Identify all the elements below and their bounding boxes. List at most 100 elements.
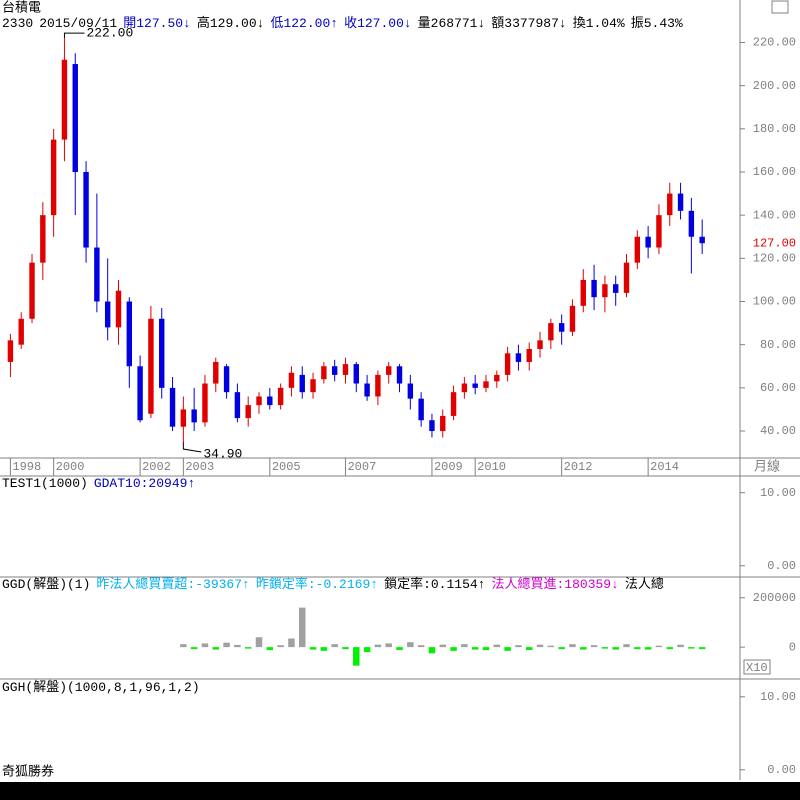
y-tick-label: 200.00 <box>753 79 796 93</box>
y-tick-label: 220.00 <box>753 36 796 50</box>
bar <box>677 644 684 648</box>
header-item: 高129.00↓ <box>197 15 265 31</box>
y-tick-label: 0.00 <box>767 559 796 573</box>
min-pointer <box>182 442 202 453</box>
candle-body <box>548 323 554 341</box>
y-tick-label: 120.00 <box>753 252 796 266</box>
bar <box>644 647 652 650</box>
candle-body <box>29 262 35 319</box>
candle-body <box>50 139 57 216</box>
bar <box>666 647 673 650</box>
footer: 奇狐勝券 <box>2 763 54 779</box>
header-item: 2330 <box>2 16 33 31</box>
bar <box>190 647 198 650</box>
candle-body <box>277 387 284 406</box>
candle-body <box>483 381 489 388</box>
candle-body <box>591 279 597 298</box>
candle-body <box>407 383 414 399</box>
header-item: GGD(解盤)(1) <box>2 577 90 592</box>
candle-body <box>234 392 241 419</box>
bar <box>590 645 598 648</box>
x-tick-label: 2010 <box>477 460 506 474</box>
panel-header: GGH(解盤)(1000,8,1,96,1,2) <box>2 680 200 695</box>
candle-body <box>213 361 219 384</box>
candle-body <box>461 383 468 393</box>
candle-body <box>623 262 630 293</box>
header-item: 量268771↓ <box>418 16 486 31</box>
y-tick-label: 80.00 <box>760 338 796 352</box>
status-bar <box>0 782 800 800</box>
candle-body <box>494 374 500 382</box>
candle-body <box>537 340 543 349</box>
bar <box>363 647 371 653</box>
candle-body <box>61 59 68 140</box>
candle-body <box>504 353 511 375</box>
header-item: 昨法人總買賣超:-39367↑ <box>96 576 249 592</box>
candle-body <box>126 301 133 367</box>
bar <box>407 642 414 648</box>
candle-body <box>375 374 381 397</box>
header-item: 法人總買進:180359↓ <box>491 576 618 592</box>
bar <box>353 647 360 666</box>
window-button[interactable] <box>771 0 789 14</box>
bar <box>417 645 425 648</box>
header-item: GGH(解盤)(1000,8,1,96,1,2) <box>2 680 200 695</box>
x-tick-label: 2009 <box>434 460 463 474</box>
candle-body <box>656 215 662 248</box>
header-item: 換1.04% <box>573 16 625 31</box>
bar <box>504 647 511 651</box>
candle-body <box>472 383 478 388</box>
x-tick-label: 1998 <box>12 460 41 474</box>
candle-body <box>612 284 619 293</box>
bar <box>482 647 490 651</box>
candle-body <box>396 366 403 384</box>
min-label: 34.90 <box>203 446 242 461</box>
bar <box>288 638 295 648</box>
y-tick-label: 100.00 <box>753 295 796 309</box>
bar <box>547 645 555 648</box>
bar <box>277 645 284 648</box>
candle-body <box>267 396 273 406</box>
bar <box>688 647 695 649</box>
bar <box>525 647 533 651</box>
bar <box>385 643 392 648</box>
candle-body <box>386 366 392 375</box>
candle-body <box>677 193 684 211</box>
bar <box>309 647 317 650</box>
candle-body <box>299 374 305 393</box>
x-tick-label: 2000 <box>56 460 85 474</box>
header-item: 額3377987↓ <box>491 16 566 31</box>
header-item: 收127.00↓ <box>344 16 412 31</box>
header-item: TEST1(1000) <box>2 476 88 491</box>
bar <box>493 644 501 648</box>
bar <box>569 644 576 648</box>
candle-body <box>634 236 641 263</box>
x-tick-label: 2012 <box>564 460 593 474</box>
header-item: 法人總 <box>625 576 664 592</box>
candle-body <box>645 236 651 248</box>
bar <box>439 644 446 648</box>
candle-body <box>450 392 457 416</box>
bar <box>634 647 641 650</box>
candle-body <box>245 405 251 419</box>
max-pointer <box>63 32 85 39</box>
panel-header: 2330 2015/09/11 開127.50↓ 高129.00↓ 低122.00↑ 收1… <box>2 15 683 31</box>
candle-body <box>40 215 46 263</box>
y-tick-label: 200000 <box>753 591 796 605</box>
y-tick-label: 10.00 <box>760 690 796 704</box>
y-tick-label: 40.00 <box>760 424 796 438</box>
bar <box>255 637 263 648</box>
bar <box>396 647 403 651</box>
header-item: 鎖定率:0.1154↑ <box>384 576 485 592</box>
bar <box>234 644 241 648</box>
candle-body <box>137 366 143 421</box>
y-tick-label: 0 <box>789 640 796 654</box>
bar <box>601 647 609 649</box>
candle-body <box>223 366 230 393</box>
candle-body <box>418 398 424 421</box>
candle-body <box>256 396 262 406</box>
header-item: 2015/09/11 <box>39 16 117 31</box>
candle-body <box>331 366 338 375</box>
bar <box>450 647 457 651</box>
